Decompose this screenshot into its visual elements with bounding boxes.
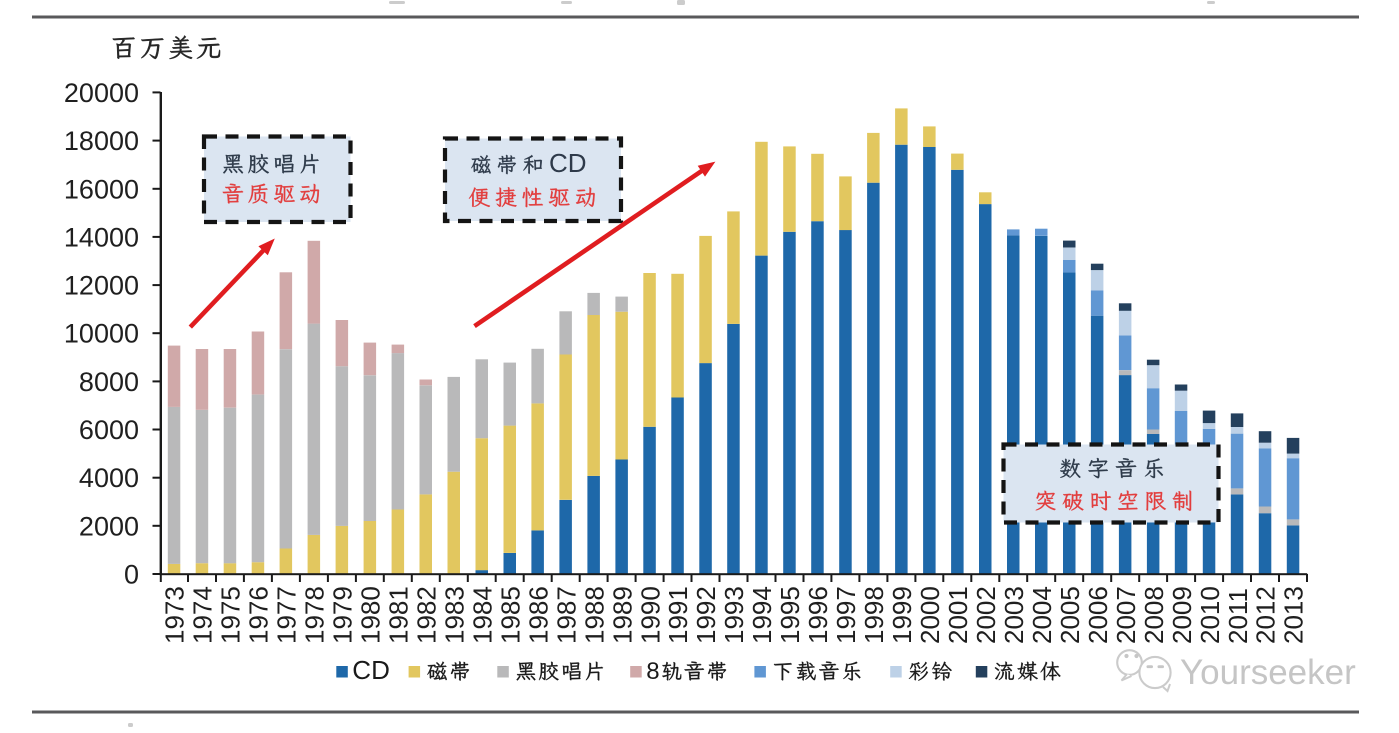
svg-text:1996: 1996 (803, 586, 833, 644)
svg-text:10000: 10000 (64, 319, 139, 349)
svg-text:2000: 2000 (915, 586, 945, 644)
svg-text:Yourseeker: Yourseeker (1180, 653, 1356, 692)
svg-text:1973: 1973 (160, 586, 190, 644)
svg-text:2001: 2001 (943, 586, 973, 644)
svg-text:1981: 1981 (384, 586, 414, 644)
svg-text:2003: 2003 (999, 586, 1029, 644)
svg-text:1997: 1997 (831, 586, 861, 644)
svg-text:2009: 2009 (1167, 586, 1197, 644)
svg-text:2005: 2005 (1055, 586, 1085, 644)
svg-text:2004: 2004 (1027, 586, 1057, 644)
svg-text:0: 0 (124, 560, 139, 590)
svg-text:2008: 2008 (1139, 586, 1169, 644)
svg-text:2012: 2012 (1251, 586, 1281, 644)
svg-text:1990: 1990 (635, 586, 665, 644)
svg-text:12000: 12000 (64, 271, 139, 301)
svg-text:1976: 1976 (244, 586, 274, 644)
svg-text:1980: 1980 (356, 586, 386, 644)
svg-text:1991: 1991 (663, 586, 693, 644)
svg-text:1984: 1984 (467, 586, 497, 644)
svg-text:CD: CD (352, 655, 390, 685)
svg-text:1985: 1985 (495, 586, 525, 644)
svg-text:2002: 2002 (971, 586, 1001, 644)
svg-text:1983: 1983 (439, 586, 469, 644)
svg-text:8000: 8000 (79, 367, 139, 397)
svg-text:1988: 1988 (579, 586, 609, 644)
svg-text:1974: 1974 (188, 586, 218, 644)
svg-text:2000: 2000 (79, 511, 139, 541)
svg-text:14000: 14000 (64, 222, 139, 252)
svg-text:8: 8 (646, 658, 659, 685)
svg-text:1993: 1993 (719, 586, 749, 644)
svg-text:16000: 16000 (64, 174, 139, 204)
svg-text:2006: 2006 (1083, 586, 1113, 644)
svg-text:2007: 2007 (1111, 586, 1141, 644)
svg-text:1994: 1994 (747, 586, 777, 644)
svg-text:CD: CD (549, 148, 587, 178)
svg-text:2011: 2011 (1223, 588, 1253, 644)
svg-text:1998: 1998 (859, 586, 889, 644)
svg-text:18000: 18000 (64, 126, 139, 156)
svg-text:1995: 1995 (775, 586, 805, 644)
svg-text:1978: 1978 (300, 586, 330, 644)
svg-text:1977: 1977 (272, 586, 302, 644)
svg-text:20000: 20000 (64, 78, 139, 108)
svg-text:4000: 4000 (79, 463, 139, 493)
svg-text:1975: 1975 (216, 586, 246, 644)
svg-text:1979: 1979 (328, 586, 358, 644)
svg-text:1987: 1987 (551, 586, 581, 644)
svg-text:1999: 1999 (887, 586, 917, 644)
svg-text:2010: 2010 (1195, 586, 1225, 644)
svg-text:1989: 1989 (607, 586, 637, 644)
svg-text:6000: 6000 (79, 415, 139, 445)
svg-text:1992: 1992 (691, 586, 721, 644)
svg-text:2013: 2013 (1279, 586, 1309, 644)
svg-text:1986: 1986 (523, 586, 553, 644)
svg-text:1982: 1982 (412, 586, 442, 644)
